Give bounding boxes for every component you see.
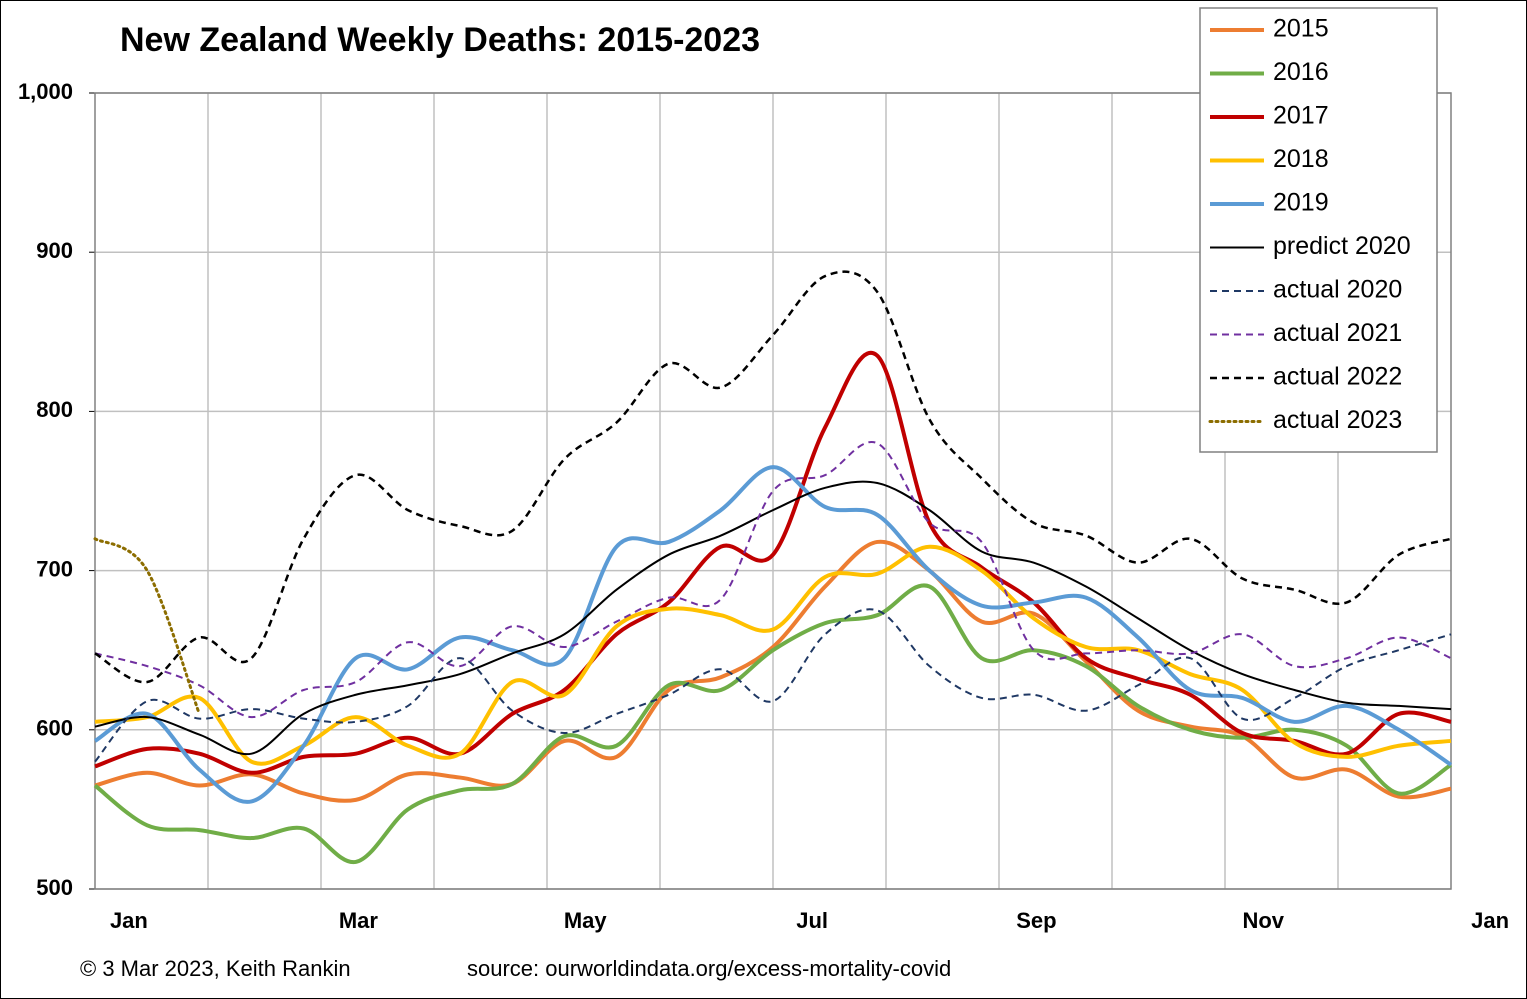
legend-label: 2018 bbox=[1273, 145, 1329, 173]
x-tick-label: Sep bbox=[1016, 908, 1056, 933]
x-tick-label: Jan bbox=[1471, 908, 1509, 933]
legend-label: actual 2020 bbox=[1273, 276, 1402, 304]
series-line bbox=[93, 537, 201, 716]
legend-label: predict 2020 bbox=[1273, 232, 1411, 260]
y-tick-label: 1,000 bbox=[18, 79, 73, 104]
legend-label: 2019 bbox=[1273, 189, 1329, 217]
legend-label: 2017 bbox=[1273, 102, 1329, 130]
y-tick-label: 600 bbox=[36, 716, 73, 741]
y-tick-label: 500 bbox=[36, 875, 73, 900]
y-tick-label: 800 bbox=[36, 397, 73, 422]
legend-label: actual 2021 bbox=[1273, 319, 1402, 347]
x-tick-label: Jan bbox=[110, 908, 148, 933]
footer-credit: © 3 Mar 2023, Keith Rankin bbox=[80, 956, 351, 981]
legend-label: actual 2023 bbox=[1273, 406, 1402, 434]
series-line bbox=[94, 608, 1452, 763]
x-tick-label: May bbox=[564, 908, 608, 933]
legend-label: 2016 bbox=[1273, 58, 1329, 86]
legend-label: actual 2022 bbox=[1273, 363, 1402, 391]
chart-title: New Zealand Weekly Deaths: 2015-2023 bbox=[120, 21, 760, 59]
plot-frame bbox=[94, 92, 1452, 890]
x-tick-label: Nov bbox=[1242, 908, 1284, 933]
x-tick-label: Mar bbox=[339, 908, 379, 933]
series-line bbox=[94, 270, 1452, 684]
series-line bbox=[94, 539, 1452, 803]
y-tick-label: 900 bbox=[36, 238, 73, 263]
series-line bbox=[94, 480, 1452, 756]
series-line bbox=[93, 583, 1453, 864]
legend-label: 2015 bbox=[1273, 15, 1329, 43]
series-line bbox=[93, 465, 1453, 804]
series-line bbox=[94, 351, 1452, 775]
x-tick-label: Jul bbox=[796, 908, 828, 933]
y-tick-label: 700 bbox=[36, 556, 73, 581]
series-line bbox=[94, 544, 1452, 766]
footer-source: source: ourworldindata.org/excess-mortal… bbox=[467, 956, 951, 981]
